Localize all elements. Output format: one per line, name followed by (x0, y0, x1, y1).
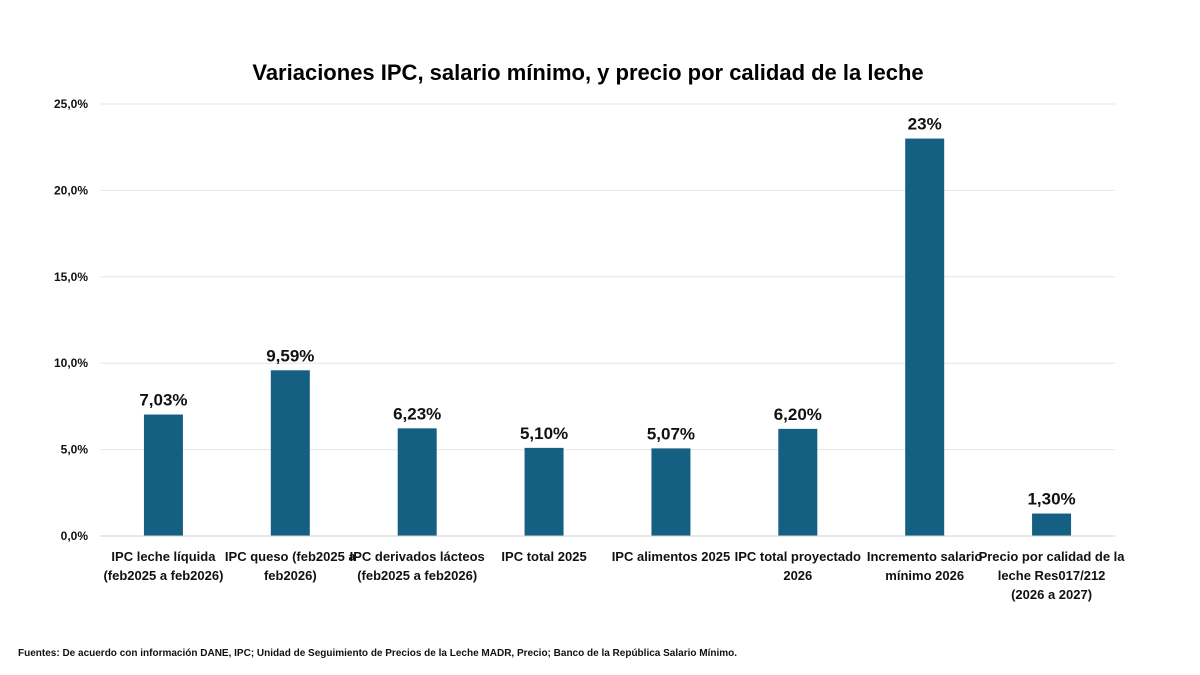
data-label: 5,10% (520, 424, 568, 443)
gridlines (100, 103, 1115, 451)
x-category-label: (2026 a 2027) (1011, 587, 1092, 602)
y-tick-label: 0,0% (61, 529, 89, 543)
bar (270, 370, 310, 536)
y-tick-label: 25,0% (54, 97, 88, 111)
bars (143, 138, 1072, 536)
x-category-label: (feb2025 a feb2026) (103, 568, 223, 583)
bar (651, 448, 691, 536)
bar (905, 138, 945, 536)
bar (397, 428, 437, 536)
x-category-label: leche Res017/212 (998, 568, 1106, 583)
x-category-label: mínimo 2026 (885, 568, 964, 583)
x-category-label: IPC queso (feb2025 a (225, 549, 357, 564)
x-category-label: feb2026) (264, 568, 317, 583)
x-axis-category-labels: IPC leche líquida(feb2025 a feb2026)IPC … (103, 549, 1125, 602)
x-category-label: 2026 (783, 568, 812, 583)
x-category-label: IPC alimentos 2025 (612, 549, 731, 564)
x-category-label: Incremento salario (867, 549, 983, 564)
data-label: 6,20% (774, 405, 822, 424)
x-category-label: IPC derivados lácteos (350, 549, 485, 564)
bar (1032, 513, 1072, 536)
x-category-label: IPC total proyectado (735, 549, 861, 564)
data-label: 5,07% (647, 424, 695, 443)
x-category-label: Precio por calidad de la (979, 549, 1126, 564)
y-tick-label: 10,0% (54, 356, 88, 370)
data-labels: 7,03% 9,59% 6,23% 5,10% 5,07% 6,20% 23% 1,30% (139, 115, 1075, 509)
data-label: 1,30% (1027, 490, 1075, 509)
data-label: 6,23% (393, 404, 441, 423)
y-tick-label: 5,0% (61, 443, 89, 457)
y-tick-label: 20,0% (54, 183, 88, 197)
x-category-label: IPC leche líquida (111, 549, 216, 564)
data-label: 7,03% (139, 391, 187, 410)
y-tick-label: 15,0% (54, 270, 88, 284)
source-footnote: Fuentes: De acuerdo con información DANE… (18, 648, 738, 659)
data-label: 23% (908, 115, 942, 134)
bar (143, 414, 183, 536)
bar (524, 447, 564, 536)
y-axis-tick-labels: 0,0% 5,0% 10,0% 15,0% 20,0% 25,0% (54, 97, 88, 543)
x-category-label: (feb2025 a feb2026) (357, 568, 477, 583)
chart-title: Variaciones IPC, salario mínimo, y preci… (252, 60, 923, 85)
x-category-label: IPC total 2025 (501, 549, 586, 564)
data-label: 9,59% (266, 346, 314, 365)
bar (778, 428, 818, 536)
